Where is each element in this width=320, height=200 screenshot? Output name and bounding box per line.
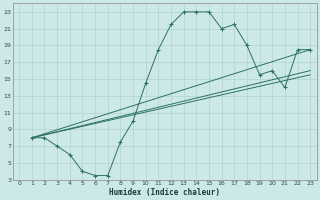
X-axis label: Humidex (Indice chaleur): Humidex (Indice chaleur): [109, 188, 220, 197]
